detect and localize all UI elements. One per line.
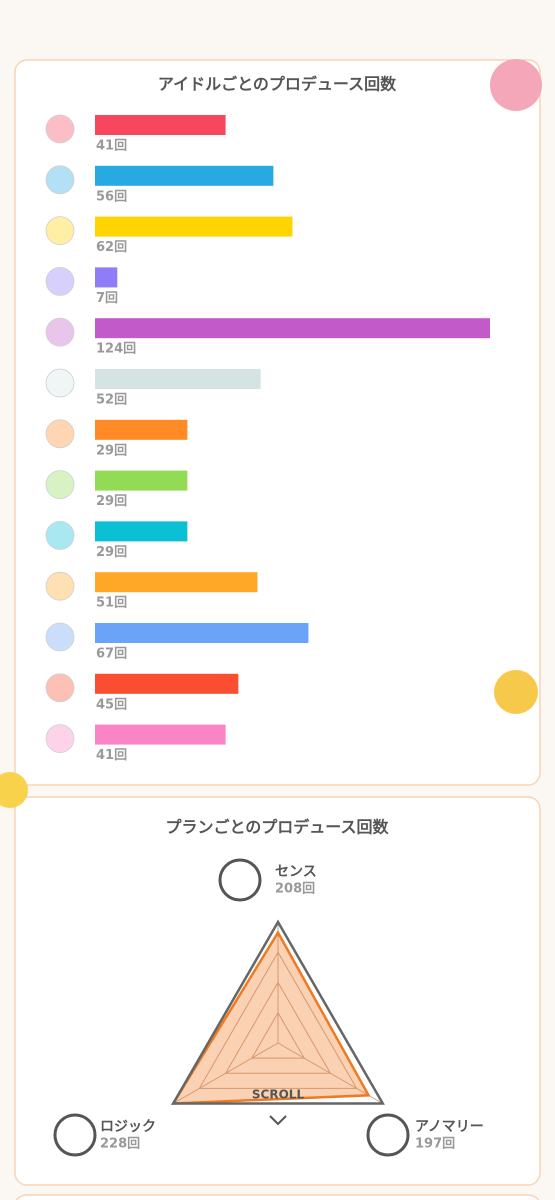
radar-frame bbox=[171, 919, 385, 1105]
bar-value-label: 51回 bbox=[96, 596, 127, 611]
plan-icon bbox=[366, 1113, 410, 1157]
bar bbox=[95, 470, 188, 491]
plan-label: アノマリー bbox=[415, 1119, 484, 1135]
plan-label: センス bbox=[275, 864, 317, 880]
idol-card bbox=[14, 59, 541, 786]
next-card bbox=[15, 1194, 540, 1200]
thumbs-up-icon bbox=[0, 772, 28, 808]
plan-icon bbox=[53, 1113, 97, 1157]
bar-value-label: 41回 bbox=[96, 139, 127, 154]
radar-grid bbox=[250, 1011, 306, 1059]
bar-value-label: 62回 bbox=[96, 240, 127, 255]
bar-value-label: 124回 bbox=[96, 342, 136, 357]
idol-avatar bbox=[45, 216, 75, 246]
idol-avatar bbox=[45, 419, 75, 449]
idol-avatar bbox=[45, 622, 75, 652]
bar-value-label: 41回 bbox=[96, 748, 127, 763]
idol-avatar bbox=[45, 165, 75, 195]
bar bbox=[95, 572, 258, 593]
scroll-hint: SCROLL bbox=[252, 1088, 305, 1102]
bar bbox=[95, 216, 293, 237]
radar-spoke bbox=[172, 1042, 279, 1104]
bar bbox=[95, 267, 118, 288]
plan-icon bbox=[218, 858, 262, 902]
bar bbox=[95, 419, 188, 440]
radar-chart-title: プランごとのプロデュース回数 bbox=[165, 818, 389, 837]
idol-avatar bbox=[45, 368, 75, 398]
radar-grid bbox=[198, 951, 358, 1089]
radar-grid bbox=[224, 981, 332, 1074]
bar-value-label: 52回 bbox=[96, 393, 127, 408]
bar-value-label: 29回 bbox=[96, 443, 127, 458]
idol-avatar bbox=[45, 266, 75, 296]
bar bbox=[95, 115, 226, 135]
plan-value-label: 228回 bbox=[100, 1137, 140, 1152]
bar bbox=[95, 673, 239, 694]
bar bbox=[95, 521, 188, 542]
bar-value-label: 45回 bbox=[96, 697, 127, 712]
idol-avatar bbox=[45, 673, 75, 703]
radar-area bbox=[170, 930, 371, 1105]
scroll-chevron bbox=[269, 1115, 287, 1126]
bar bbox=[95, 165, 274, 186]
bar-chart-title: アイドルごとのプロデュース回数 bbox=[158, 75, 397, 94]
bar bbox=[95, 318, 490, 339]
idol-avatar bbox=[45, 521, 75, 550]
plan-label: ロジック bbox=[100, 1119, 156, 1135]
bar-value-label: 56回 bbox=[96, 189, 127, 204]
mascot-icon bbox=[490, 59, 542, 111]
idol-avatar bbox=[45, 571, 75, 601]
bar-value-label: 7回 bbox=[96, 291, 118, 306]
radar-spoke bbox=[277, 1042, 384, 1104]
bar bbox=[95, 623, 309, 643]
bar-value-label: 29回 bbox=[96, 545, 127, 560]
decoration-icon bbox=[494, 670, 538, 714]
idol-avatar bbox=[45, 317, 75, 347]
plan-value-label: 197回 bbox=[415, 1137, 455, 1152]
bar bbox=[95, 369, 261, 389]
idol-avatar bbox=[45, 470, 75, 500]
idol-avatar bbox=[45, 114, 75, 144]
bar bbox=[95, 724, 226, 745]
bar-value-label: 67回 bbox=[96, 647, 127, 662]
plan-value-label: 208回 bbox=[275, 882, 315, 897]
bar-value-label: 29回 bbox=[96, 494, 127, 509]
idol-avatar bbox=[45, 724, 75, 753]
